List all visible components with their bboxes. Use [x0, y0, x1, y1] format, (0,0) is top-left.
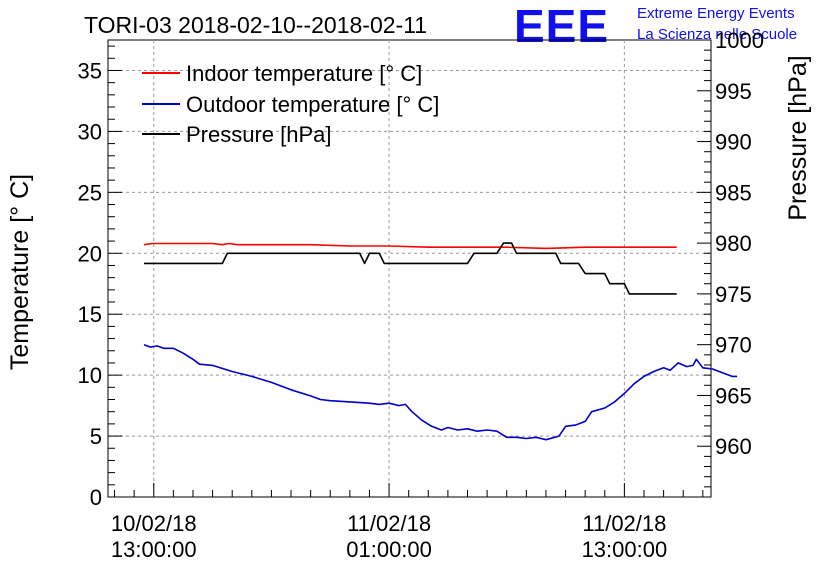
- y2-tick-label: 985: [715, 180, 752, 205]
- y-tick-label: 20: [78, 241, 102, 266]
- y2-tick-label: 980: [715, 231, 752, 256]
- y-tick-label: 30: [78, 119, 102, 144]
- y2-tick-label: 990: [715, 130, 752, 155]
- y-axis-right: 960 965 970 975 980 985 990 995 1000: [697, 28, 764, 498]
- y-tick-label: 10: [78, 363, 102, 388]
- y2-tick-label: 995: [715, 79, 752, 104]
- x-tick-label-time: 01:00:00: [346, 537, 432, 562]
- series-line-indoor: [143, 242, 677, 250]
- legend-label-indoor: Indoor temperature [° C]: [186, 61, 422, 86]
- grid-lines: [108, 40, 711, 497]
- eee-logo-icon: EEE Extreme Energy Events La Scienza nel…: [514, 0, 797, 52]
- y-tick-label: 25: [78, 180, 102, 205]
- x-tick-label-time: 13:00:00: [111, 537, 197, 562]
- y2-tick-label: 975: [715, 282, 752, 307]
- legend: Indoor temperature [° C] Outdoor tempera…: [142, 61, 439, 147]
- chart-title: TORI-03 2018-02-10--2018-02-11: [84, 12, 427, 38]
- x-tick-label-date: 11/02/18: [347, 511, 431, 536]
- logo-mark: EEE: [514, 0, 609, 52]
- y-tick-label: 15: [78, 302, 102, 327]
- series-line-pressure: [144, 242, 677, 295]
- y2-tick-label: 960: [715, 434, 752, 459]
- logo-line-2: La Scienza nelle Scuole: [637, 26, 797, 43]
- y-axis-left: 0 5 10 15 20 25 30 35: [78, 45, 122, 510]
- legend-label-outdoor: Outdoor temperature [° C]: [186, 92, 439, 117]
- y-tick-label: 35: [78, 58, 102, 83]
- y-tick-label: 0: [90, 485, 102, 510]
- plot-frame: [107, 39, 712, 498]
- x-tick-label-time: 13:00:00: [582, 537, 668, 562]
- y2-tick-label: 970: [715, 333, 752, 358]
- series-layer: [143, 242, 738, 441]
- y2-tick-label: 965: [715, 383, 752, 408]
- legend-label-pressure: Pressure [hPa]: [186, 122, 332, 147]
- y2-axis-label: Pressure [hPa]: [784, 55, 812, 220]
- y2-tick-label: 1000: [715, 28, 764, 53]
- logo-line-1: Extreme Energy Events: [637, 5, 795, 22]
- x-tick-label-date: 10/02/18: [111, 511, 197, 536]
- series-line-outdoor: [143, 343, 738, 441]
- x-axis: 10/02/1813:00:0011/02/1801:00:0011/02/18…: [111, 483, 704, 562]
- x-tick-label-date: 11/02/18: [582, 511, 666, 536]
- y-tick-label: 5: [90, 424, 102, 449]
- y-axis-label: Temperature [° C]: [6, 174, 34, 370]
